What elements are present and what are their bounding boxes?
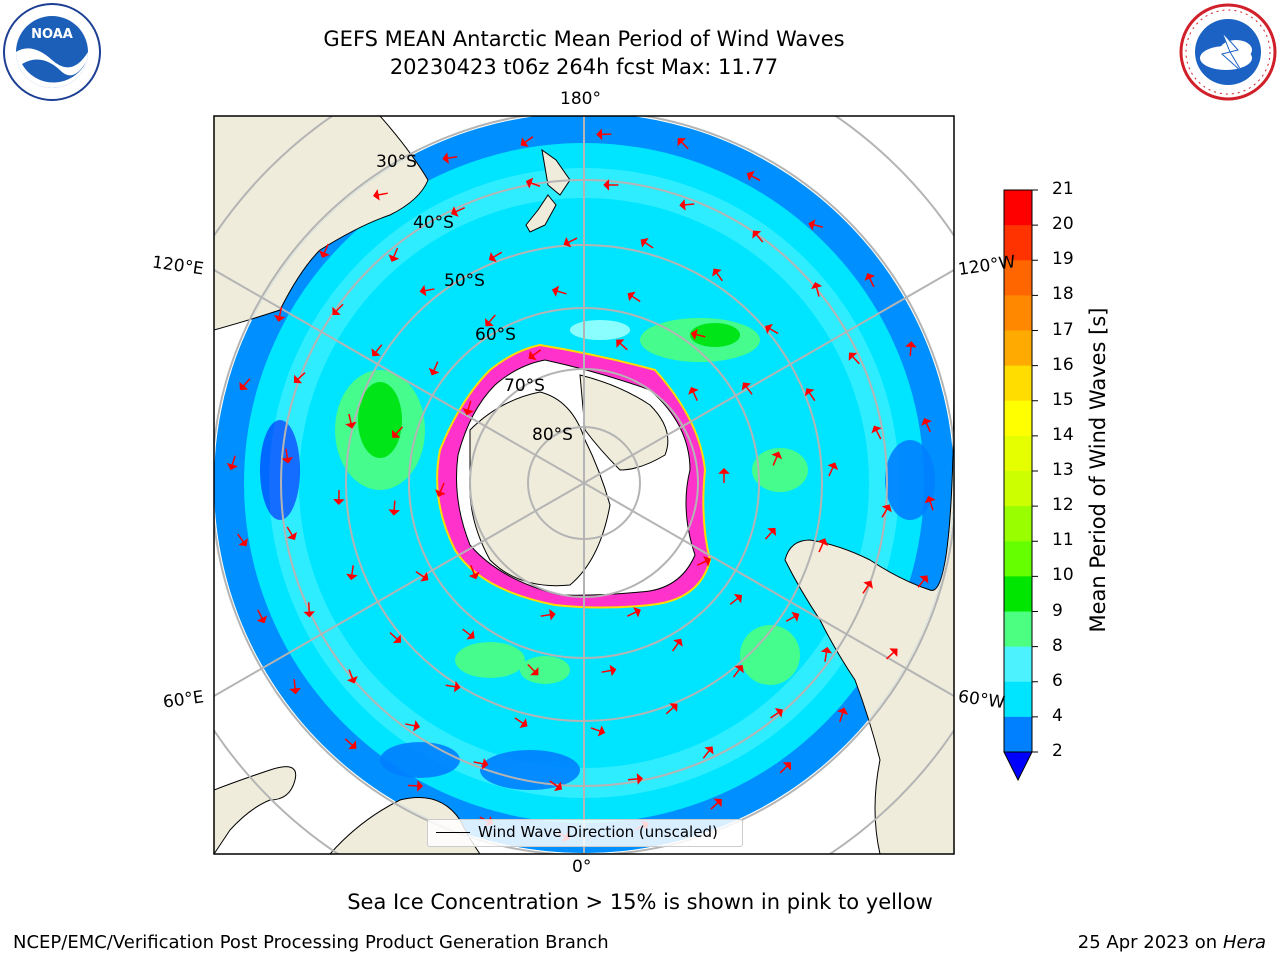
lat-label-50s: 50°S [444, 271, 485, 291]
colorbar-segment [1004, 190, 1032, 226]
colorbar-tick-label: 12 [1052, 495, 1074, 515]
colorbar [1004, 190, 1038, 780]
colorbar-tick-label: 13 [1052, 460, 1074, 480]
wind-wave-arrow [394, 501, 395, 511]
lat-label-80s: 80°S [532, 425, 573, 445]
colorbar-segment [1004, 331, 1032, 367]
date-stamp: 25 Apr 2023 on Hera [1078, 932, 1266, 953]
colorbar-tick-label: 19 [1052, 249, 1074, 269]
colorbar-tick-label: 4 [1052, 706, 1063, 726]
legend-label: Wind Wave Direction (unscaled) [478, 823, 718, 841]
colorbar-segment [1004, 436, 1032, 472]
map-legend: Wind Wave Direction (unscaled) [427, 819, 743, 847]
legend-line-icon [436, 832, 470, 833]
colorbar-tick-label: 6 [1052, 671, 1063, 691]
colorbar-tick-label: 9 [1052, 601, 1063, 621]
colorbar-segment [1004, 401, 1032, 437]
credit-text: NCEP/EMC/Verification Post Processing Pr… [13, 932, 609, 953]
colorbar-tick-label: 2 [1052, 741, 1063, 761]
colorbar-tick-label: 16 [1052, 355, 1074, 375]
wind-wave-arrow [294, 679, 295, 689]
wind-wave-arrow [628, 779, 638, 780]
colorbar-tick-label: 8 [1052, 636, 1063, 656]
colorbar-segment [1004, 717, 1032, 753]
colorbar-tick-label: 14 [1052, 425, 1074, 445]
lon-label-bottom: 0° [572, 857, 591, 877]
colorbar-segment [1004, 541, 1032, 577]
date-text: 25 Apr 2023 on [1078, 932, 1223, 953]
lat-label-60s: 60°S [475, 325, 516, 345]
wind-wave-arrow [910, 346, 911, 356]
colorbar-segment [1004, 366, 1032, 402]
colorbar-label: Mean Period of Wind Waves [s] [1086, 308, 1110, 633]
colorbar-tick-label: 15 [1052, 390, 1074, 410]
colorbar-tick-label: 20 [1052, 214, 1074, 234]
colorbar-segment [1004, 682, 1032, 718]
colorbar-segment [1004, 647, 1032, 683]
wind-wave-arrow [684, 204, 694, 205]
colorbar-tick-label: 21 [1052, 179, 1074, 199]
colorbar-segment [1004, 612, 1032, 648]
colorbar-tick-label: 10 [1052, 565, 1074, 585]
lat-label-70s: 70°S [504, 376, 545, 396]
sea-ice-note: Sea Ice Concentration > 15% is shown in … [0, 890, 1280, 914]
colorbar-segment [1004, 295, 1032, 331]
colorbar-segment [1004, 576, 1032, 612]
colorbar-segment [1004, 506, 1032, 542]
colorbar-extend-triangle [1004, 752, 1032, 780]
colorbar-segment [1004, 471, 1032, 507]
machine-name: Hera [1223, 932, 1266, 953]
lon-label-top: 180° [560, 89, 601, 109]
colorbar-tick-label: 17 [1052, 320, 1074, 340]
colorbar-tick-label: 11 [1052, 530, 1074, 550]
lat-label-30s: 30°S [376, 152, 417, 172]
lat-label-40s: 40°S [413, 213, 454, 233]
colorbar-tick-label: 18 [1052, 284, 1074, 304]
